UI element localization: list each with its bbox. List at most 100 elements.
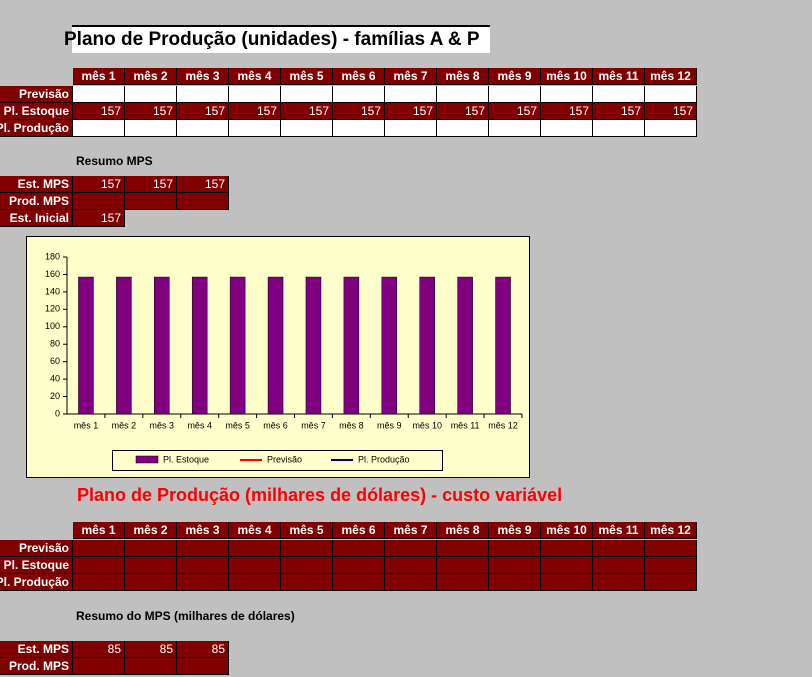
x-tick-label: mês 3 [150,420,175,430]
cell [385,557,437,574]
cell [593,557,645,574]
cell [125,574,177,591]
cell: 157 [125,103,177,120]
cell [645,540,697,557]
bar [457,276,473,415]
row-label: Est. Inicial [0,210,73,227]
cell [645,86,697,103]
cell [281,540,333,557]
cell [333,120,385,137]
column-header: mês 11 [593,522,645,539]
bar [229,276,246,415]
cell [229,574,281,591]
row-label: Pl. Estoque [0,557,73,574]
column-header: mês 6 [333,68,385,85]
cell [177,557,229,574]
cell [489,120,541,137]
cell [593,540,645,557]
cell [333,574,385,591]
cell [177,540,229,557]
x-tick-label: mês 12 [488,420,518,430]
cell [229,86,281,103]
cell [541,86,593,103]
cell [593,574,645,591]
bar [343,276,360,415]
column-header: mês 1 [73,68,125,85]
cell [281,120,333,137]
column-header: mês 5 [281,68,333,85]
x-tick-label: mês 6 [263,420,288,430]
x-tick-label: mês 7 [301,420,326,430]
bar [305,276,322,415]
column-header: mês 8 [437,68,489,85]
cell: 157 [437,103,489,120]
cell [593,86,645,103]
x-tick-label: mês 5 [225,420,250,430]
bar [419,276,435,415]
column-header: mês 7 [385,68,437,85]
cell [385,540,437,557]
y-tick-label: 120 [45,304,60,314]
row-label: Pl. Produção [0,120,73,137]
cell [385,86,437,103]
cell [177,193,229,210]
cell [333,86,385,103]
y-tick-label: 60 [50,356,60,366]
column-header: mês 3 [177,522,229,539]
cell: 85 [125,641,177,658]
cell [489,574,541,591]
cell [541,540,593,557]
cell: 157 [125,176,177,193]
legend-swatch [135,455,159,464]
cell: 157 [645,103,697,120]
cell: 85 [177,641,229,658]
cell [73,120,125,137]
cell [645,574,697,591]
column-header: mês 3 [177,68,229,85]
bar [267,276,284,415]
cell [437,574,489,591]
cell [73,658,125,675]
cell [489,557,541,574]
cell: 157 [489,103,541,120]
y-tick-label: 160 [45,269,60,279]
cell: 157 [73,103,125,120]
x-tick-label: mês 10 [412,420,442,430]
cell [385,120,437,137]
cell: 157 [593,103,645,120]
cell: 157 [177,176,229,193]
x-tick-label: mês 2 [112,420,137,430]
summary-title: Resumo do MPS (milhares de dólares) [76,609,295,623]
column-header: mês 2 [125,522,177,539]
cell: 157 [177,103,229,120]
cell [437,540,489,557]
cell [645,120,697,137]
bar [116,276,132,415]
cell [177,658,229,675]
y-tick-label: 140 [45,286,60,296]
column-header: mês 5 [281,522,333,539]
sheet-title-2: Plano de Produção (milhares de dólares) … [77,485,563,505]
y-tick-label: 20 [50,391,60,401]
cell [229,540,281,557]
y-tick-label: 100 [45,321,60,331]
legend-label: Previsão [267,454,302,464]
cell: 157 [73,176,125,193]
column-header: mês 2 [125,68,177,85]
x-tick-label: mês 11 [451,420,480,430]
cell [489,86,541,103]
cell [229,120,281,137]
row-label: Previsão [0,540,73,557]
cell [437,120,489,137]
cell [125,193,177,210]
cell: 157 [281,103,333,120]
y-tick-label: 180 [45,251,60,261]
column-header: mês 12 [645,522,697,539]
row-label: Est. MPS [0,641,73,658]
cell [489,540,541,557]
x-tick-label: mês 1 [74,420,99,430]
column-header: mês 4 [229,68,281,85]
row-label: Previsão [0,86,73,103]
legend-label: Pl. Estoque [163,454,209,464]
